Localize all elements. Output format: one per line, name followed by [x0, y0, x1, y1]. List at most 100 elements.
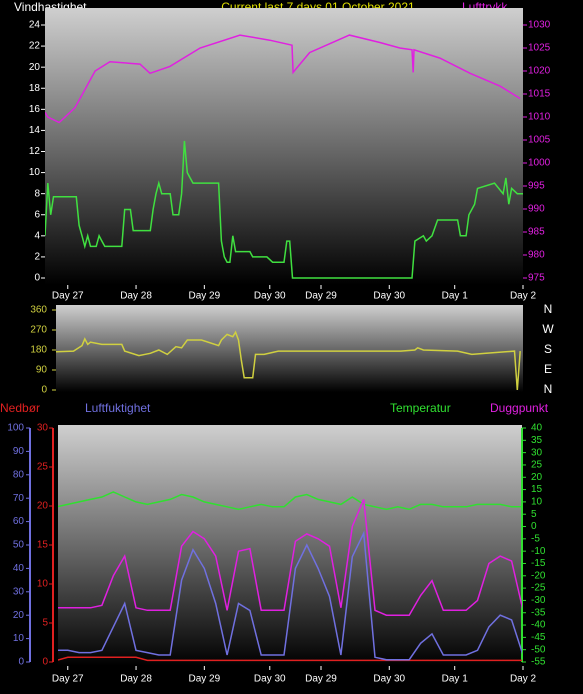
x-tick-label: Day 29: [305, 674, 337, 685]
y-tick-label: 0: [34, 273, 40, 284]
y2-tick-label: 995: [528, 181, 545, 192]
y-tick-label: 90: [13, 446, 25, 457]
x-tick-label: Day 29: [188, 674, 220, 685]
x-tick-label: Day 27: [52, 291, 84, 302]
y3-tick-label: 15: [37, 540, 49, 551]
y2-tick-label: 30: [531, 447, 543, 458]
y3-tick-label: 30: [37, 423, 49, 434]
x-tick-label: Day 1: [442, 291, 469, 302]
y-tick-label: 60: [13, 516, 25, 527]
y2-tick-label: 5: [531, 509, 537, 520]
y-tick-label: 0: [18, 657, 24, 668]
y-tick-label: 40: [13, 563, 25, 574]
legend-label: Nedbør: [0, 401, 40, 415]
y-tick-label: 180: [30, 345, 47, 356]
x-tick-label: Day 30: [373, 674, 405, 685]
y2-tick-label: 1015: [528, 89, 551, 100]
series-line: [45, 140, 523, 279]
y2-tick-label: 1030: [528, 20, 551, 31]
x-tick-label: Day 28: [120, 674, 152, 685]
series-line: [56, 330, 521, 391]
y2-tick-label: 20: [531, 472, 543, 483]
x-tick-label: Day 2: [510, 674, 537, 685]
y2-tick-label: -30: [531, 595, 546, 606]
y3-tick-label: 10: [37, 579, 49, 590]
y2-tick-label: -55: [531, 657, 546, 668]
y2-tick-label: 990: [528, 204, 545, 215]
legend-label: Luftfuktighet: [85, 401, 151, 415]
series-line: [58, 656, 522, 662]
y2-tick-label: 1010: [528, 112, 551, 123]
compass-label: S: [544, 342, 552, 356]
x-tick-label: Day 1: [442, 674, 469, 685]
y-tick-label: 20: [29, 62, 41, 73]
y2-tick-label: 40: [531, 423, 543, 434]
y-tick-label: 2: [34, 252, 40, 263]
y2-tick-label: -15: [531, 558, 546, 569]
y2-tick-label: 0: [531, 521, 537, 532]
series-line: [58, 530, 522, 661]
y3-tick-label: 25: [37, 462, 49, 473]
y-tick-label: 360: [30, 305, 47, 316]
y2-tick-label: -20: [531, 570, 546, 581]
x-tick-label: Day 30: [254, 291, 286, 302]
y3-tick-label: 20: [37, 501, 49, 512]
y2-tick-label: 980: [528, 250, 545, 261]
y-tick-label: 0: [41, 385, 47, 396]
y-tick-label: 80: [13, 469, 25, 480]
x-tick-label: Day 29: [188, 291, 220, 302]
y2-tick-label: 975: [528, 273, 545, 284]
y-tick-label: 30: [13, 586, 25, 597]
y3-tick-label: 5: [42, 618, 48, 629]
x-tick-label: Day 2: [510, 291, 537, 302]
y-tick-label: 270: [30, 325, 47, 336]
y-tick-label: 16: [29, 104, 41, 115]
plot-background: [58, 425, 522, 666]
compass-label: W: [542, 322, 554, 336]
y-tick-label: 6: [34, 209, 40, 220]
series-line: [58, 499, 522, 616]
plot-background: [56, 305, 523, 392]
y2-tick-label: 1005: [528, 135, 551, 146]
y2-tick-label: -50: [531, 644, 546, 655]
y-tick-label: 24: [29, 20, 41, 31]
y-tick-label: 50: [13, 540, 25, 551]
series-line: [58, 491, 522, 511]
y-tick-label: 20: [13, 610, 25, 621]
plot-background: [45, 8, 523, 285]
x-tick-label: Day 30: [254, 674, 286, 685]
compass-label: N: [544, 302, 553, 316]
y-tick-label: 12: [29, 146, 41, 157]
y2-tick-label: 1000: [528, 158, 551, 169]
y-tick-label: 8: [34, 188, 40, 199]
legend-label: Temperatur: [390, 401, 451, 415]
compass-label: N: [544, 382, 553, 396]
y-tick-label: 10: [29, 167, 41, 178]
y-tick-label: 22: [29, 41, 41, 52]
y2-tick-label: 985: [528, 227, 545, 238]
x-tick-label: Day 27: [52, 674, 84, 685]
y-tick-label: 10: [13, 633, 25, 644]
y2-tick-label: 25: [531, 460, 543, 471]
y2-tick-label: -40: [531, 620, 546, 631]
y2-tick-label: -25: [531, 583, 546, 594]
y3-tick-label: 0: [42, 657, 48, 668]
y2-tick-label: -5: [531, 533, 540, 544]
compass-label: E: [544, 362, 552, 376]
y2-tick-label: -35: [531, 607, 546, 618]
x-tick-label: Day 29: [305, 291, 337, 302]
y2-tick-label: 35: [531, 435, 543, 446]
y2-tick-label: 15: [531, 484, 543, 495]
y-tick-label: 14: [29, 125, 41, 136]
y2-tick-label: -45: [531, 632, 546, 643]
y2-tick-label: 1020: [528, 66, 551, 77]
y2-tick-label: 1025: [528, 43, 551, 54]
y-tick-label: 18: [29, 83, 41, 94]
y2-tick-label: -10: [531, 546, 546, 557]
y2-tick-label: 10: [531, 497, 543, 508]
x-tick-label: Day 28: [120, 291, 152, 302]
y-tick-label: 70: [13, 493, 25, 504]
y-tick-label: 100: [7, 423, 24, 434]
x-tick-label: Day 30: [373, 291, 405, 302]
